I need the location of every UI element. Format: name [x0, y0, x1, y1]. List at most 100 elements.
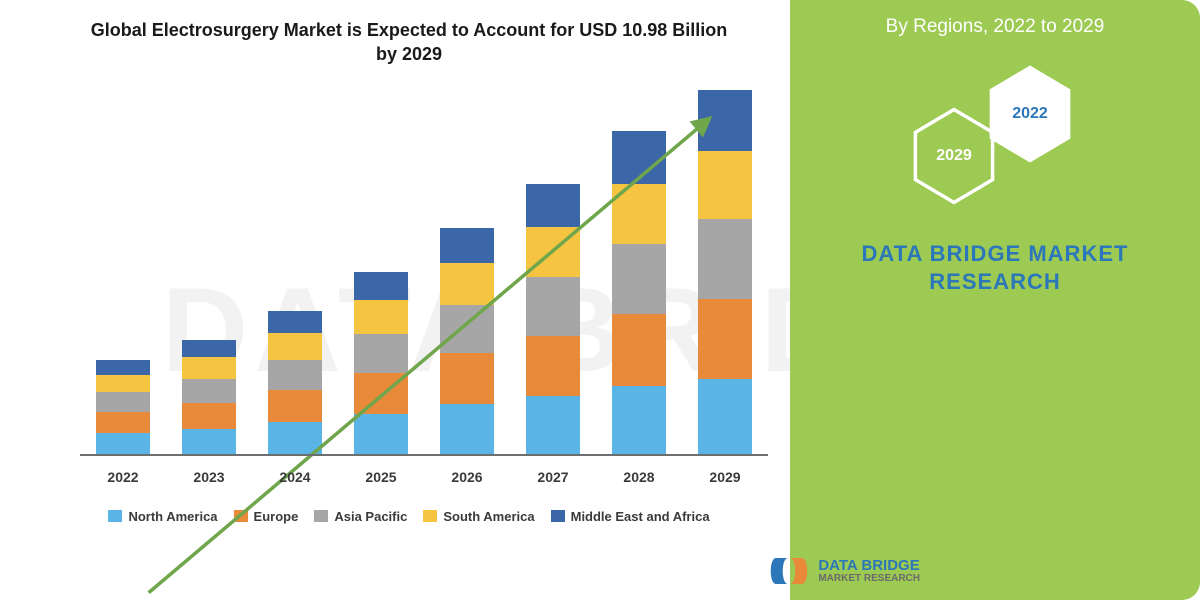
- legend-label: Asia Pacific: [334, 509, 407, 524]
- right-panel: By Regions, 2022 to 2029 2029 2022 DATA B…: [790, 0, 1200, 600]
- bar-segment: [526, 277, 580, 335]
- stacked-bar: [182, 340, 236, 455]
- bar-segment: [354, 300, 408, 334]
- bar-column: [80, 360, 166, 454]
- chart-title: Global Electrosurgery Market is Expected…: [40, 18, 778, 67]
- bar-segment: [96, 392, 150, 411]
- bar-segment: [526, 336, 580, 396]
- stacked-bar: [96, 360, 150, 454]
- legend-item: North America: [108, 509, 217, 524]
- bar-segment: [268, 360, 322, 390]
- bar-column: [252, 311, 338, 455]
- legend-swatch: [423, 510, 437, 522]
- logo-text-wrap: DATA BRIDGE MARKET RESEARCH: [818, 558, 920, 585]
- bar-segment: [182, 429, 236, 454]
- bar-segment: [612, 314, 666, 386]
- bar-segment: [182, 340, 236, 358]
- x-axis-label: 2028: [596, 469, 682, 485]
- legend-label: South America: [443, 509, 534, 524]
- legend-swatch: [108, 510, 122, 522]
- bar-segment: [268, 390, 322, 422]
- bar-column: [166, 340, 252, 455]
- bar-segment: [440, 404, 494, 455]
- legend-label: Europe: [254, 509, 299, 524]
- brand-line-1: DATA BRIDGE MARKET: [790, 240, 1200, 268]
- bar-segment: [698, 90, 752, 150]
- stacked-bar: [440, 228, 494, 455]
- bar-column: [596, 131, 682, 454]
- legend-item: Europe: [234, 509, 299, 524]
- bar-segment: [698, 299, 752, 379]
- page-root: DATA BRIDGE Global Electrosurgery Market…: [0, 0, 1200, 600]
- x-axis-baseline: [80, 454, 768, 456]
- legend-item: Middle East and Africa: [551, 509, 710, 524]
- bar-segment: [182, 403, 236, 429]
- bar-segment: [612, 184, 666, 244]
- stacked-bar: [698, 90, 752, 454]
- stacked-bar: [354, 272, 408, 455]
- stacked-bar: [526, 184, 580, 455]
- chart-legend: North America Europe Asia Pacific South Ame…: [40, 509, 778, 524]
- bar-segment: [440, 228, 494, 263]
- footer-logo: DATA BRIDGE MARKET RESEARCH: [766, 556, 920, 586]
- bar-segment: [440, 263, 494, 305]
- hex-badge-label: 2029: [936, 147, 972, 165]
- x-axis-labels: 20222023202420252026202720282029: [80, 469, 768, 485]
- x-axis-label: 2026: [424, 469, 510, 485]
- bar-segment: [182, 357, 236, 378]
- chart-panel: Global Electrosurgery Market is Expected…: [0, 0, 790, 600]
- bar-segment: [440, 305, 494, 354]
- x-axis-label: 2027: [510, 469, 596, 485]
- stacked-bar: [268, 311, 322, 455]
- brand-block: DATA BRIDGE MARKET RESEARCH: [790, 240, 1200, 295]
- chart-wrap: 20222023202420252026202720282029: [40, 75, 778, 505]
- bar-segment: [440, 353, 494, 404]
- hex-badge-label: 2022: [1012, 105, 1048, 123]
- x-axis-label: 2024: [252, 469, 338, 485]
- legend-label: North America: [128, 509, 217, 524]
- legend-item: South America: [423, 509, 534, 524]
- legend-swatch: [314, 510, 328, 522]
- bar-segment: [182, 379, 236, 403]
- x-axis-label: 2022: [80, 469, 166, 485]
- right-panel-title: By Regions, 2022 to 2029: [790, 16, 1200, 38]
- bar-segment: [96, 360, 150, 375]
- bar-segment: [612, 386, 666, 454]
- x-axis-label: 2025: [338, 469, 424, 485]
- bar-segment: [268, 333, 322, 360]
- bar-segment: [354, 272, 408, 300]
- legend-label: Middle East and Africa: [571, 509, 710, 524]
- logo-mark-icon: [766, 556, 810, 586]
- bar-segment: [612, 244, 666, 314]
- hex-badge: 2029: [910, 106, 998, 206]
- bar-segment: [268, 311, 322, 333]
- x-axis-label: 2029: [682, 469, 768, 485]
- bar-segment: [96, 375, 150, 393]
- bar-column: [510, 184, 596, 455]
- chart-area: [80, 85, 768, 455]
- hex-badge: 2022: [986, 64, 1074, 164]
- bar-segment: [96, 433, 150, 454]
- bar-segment: [698, 379, 752, 455]
- logo-text-top: DATA BRIDGE: [818, 558, 920, 574]
- bar-segment: [268, 422, 322, 454]
- brand-line-2: RESEARCH: [790, 268, 1200, 296]
- bar-column: [424, 228, 510, 455]
- bars-row: [80, 85, 768, 455]
- bar-segment: [96, 412, 150, 433]
- bar-segment: [526, 184, 580, 227]
- x-axis-label: 2023: [166, 469, 252, 485]
- bar-column: [338, 272, 424, 455]
- bar-segment: [354, 414, 408, 455]
- logo-text-bottom: MARKET RESEARCH: [818, 573, 920, 584]
- legend-swatch: [234, 510, 248, 522]
- bar-segment: [698, 219, 752, 299]
- stacked-bar: [612, 131, 666, 454]
- hex-badge-group: 2029 2022: [790, 60, 1200, 230]
- bar-segment: [526, 227, 580, 278]
- bar-segment: [526, 396, 580, 454]
- bar-segment: [354, 373, 408, 414]
- legend-item: Asia Pacific: [314, 509, 407, 524]
- bar-column: [682, 90, 768, 454]
- bar-segment: [354, 334, 408, 373]
